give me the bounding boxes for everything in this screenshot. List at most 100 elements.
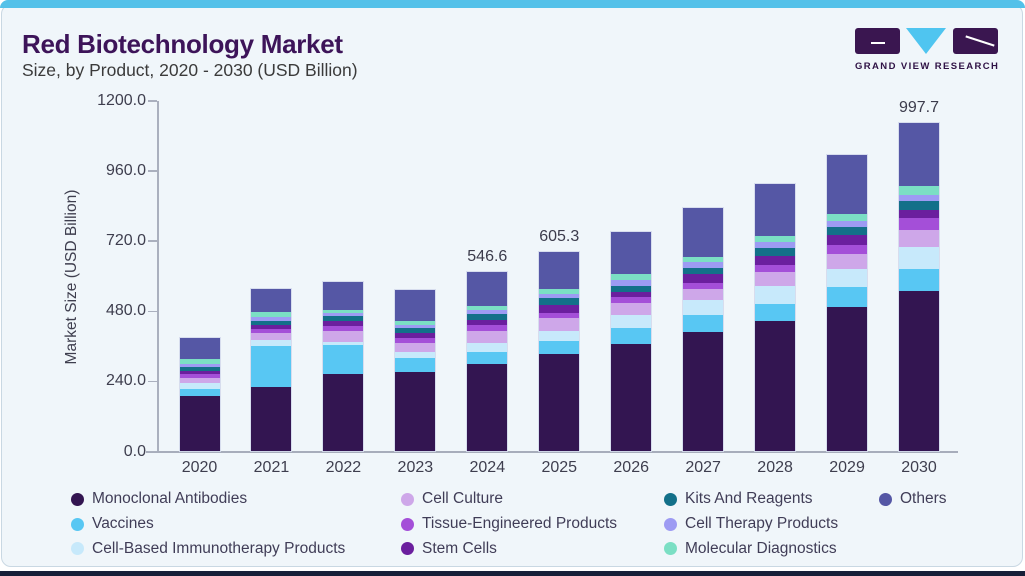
segment-cell-therapy-products-2030 [899, 194, 939, 201]
y-tick-mark-720.0 [148, 240, 157, 242]
bar-2029 [826, 154, 869, 453]
x-axis-label-2023: 2023 [397, 459, 434, 476]
segment-tissue-engineered-products-2024 [467, 325, 508, 331]
segment-cell-based-immunotherapy-products-2021 [251, 339, 292, 346]
x-axis-line [146, 451, 958, 453]
segment-monoclonal-antibodies-2024 [467, 363, 508, 452]
segment-cell-therapy-products-2022 [323, 312, 364, 317]
segment-cell-therapy-products-2025 [539, 293, 580, 298]
segment-molecular-diagnostics-2026 [611, 274, 652, 280]
segment-cell-based-immunotherapy-products-2024 [467, 342, 508, 353]
legend-dot-others [878, 492, 892, 506]
segment-cell-therapy-products-2029 [827, 220, 868, 228]
segment-cell-therapy-products-2028 [755, 241, 796, 249]
segment-monoclonal-antibodies-2029 [827, 306, 868, 452]
segment-others-2021 [251, 289, 292, 313]
segment-cell-based-immunotherapy-products-2030 [899, 246, 939, 269]
segment-others-2028 [755, 183, 796, 236]
segment-others-2027 [683, 207, 724, 257]
segment-cell-based-immunotherapy-products-2020 [179, 383, 220, 389]
legend-label-cell-therapy-products: Cell Therapy Products [685, 515, 839, 532]
y-tick-mark-480.0 [148, 310, 157, 313]
bar-2026 [610, 230, 653, 453]
segment-others-2029 [827, 155, 868, 215]
y-tick-label-0.0: 0.0 [123, 442, 146, 460]
segment-kits-and-reagents-2024 [467, 314, 508, 321]
legend-dot-cell-based-immunotherapy-products [70, 542, 84, 555]
segment-tissue-engineered-products-2026 [611, 296, 652, 303]
bar-2027 [682, 206, 725, 453]
x-axis-label-2025: 2025 [541, 459, 578, 476]
gvr-logo: GRAND VIEW RESEARCH [855, 28, 998, 74]
segment-molecular-diagnostics-2028 [755, 235, 796, 242]
bar-value-label-2025: 605.3 [539, 228, 580, 246]
segment-cell-based-immunotherapy-products-2026 [611, 314, 652, 328]
legend-label-others: Others [900, 490, 947, 507]
segment-monoclonal-antibodies-2025 [539, 354, 580, 452]
y-tick-label-240.0: 240.0 [105, 372, 146, 390]
segment-cell-culture-2022 [323, 331, 364, 342]
bar-2021 [250, 288, 293, 453]
segment-others-2020 [179, 338, 220, 360]
page-title: Red Biotechnology Market [22, 29, 343, 59]
segment-vaccines-2027 [683, 314, 724, 333]
y-tick-mark-1200.0 [148, 100, 157, 102]
legend-label-molecular-diagnostics: Molecular Diagnostics [685, 539, 837, 557]
segment-monoclonal-antibodies-2030 [899, 291, 939, 452]
segment-cell-therapy-products-2023 [395, 324, 436, 329]
logo-v-triangle-icon [906, 28, 946, 54]
segment-kits-and-reagents-2028 [755, 248, 796, 256]
logo-g-block [855, 28, 900, 54]
segment-cell-based-immunotherapy-products-2023 [395, 352, 436, 358]
segment-monoclonal-antibodies-2022 [323, 374, 364, 452]
segment-molecular-diagnostics-2024 [467, 306, 508, 311]
segment-stem-cells-2028 [755, 255, 796, 265]
y-axis-title: Market Size (USD Billion) [63, 189, 80, 365]
logo-g-detail [871, 42, 885, 44]
legend-dot-cell-therapy-products [663, 517, 677, 531]
bar-value-label-2024: 546.6 [467, 247, 508, 265]
segment-vaccines-2030 [899, 268, 939, 292]
segment-others-2025 [539, 252, 580, 290]
segment-vaccines-2022 [323, 345, 364, 375]
bar-2024 [466, 270, 509, 453]
segment-cell-culture-2027 [683, 289, 724, 300]
logo-wordmark: GRAND VIEW RESEARCH [855, 61, 1000, 72]
segment-monoclonal-antibodies-2028 [755, 321, 796, 452]
segment-cell-culture-2028 [755, 271, 796, 286]
segment-tissue-engineered-products-2021 [251, 329, 292, 334]
x-axis-label-2030: 2030 [901, 459, 937, 476]
segment-vaccines-2021 [251, 345, 292, 388]
legend-dot-vaccines [70, 517, 84, 531]
segment-stem-cells-2030 [899, 209, 939, 218]
legend-dot-stem-cells [400, 542, 414, 555]
segment-cell-based-immunotherapy-products-2029 [827, 269, 868, 288]
segment-kits-and-reagents-2026 [611, 285, 652, 292]
page-subtitle: Size, by Product, 2020 - 2030 (USD Billi… [22, 60, 358, 80]
segment-monoclonal-antibodies-2020 [179, 395, 220, 452]
bar-2022 [322, 280, 365, 453]
legend-label-cell-culture: Cell Culture [422, 490, 503, 507]
bar-2030 [898, 122, 940, 453]
y-tick-label-960.0: 960.0 [105, 162, 146, 180]
segment-tissue-engineered-products-2028 [755, 264, 796, 272]
bar-2023 [394, 288, 437, 453]
segment-monoclonal-antibodies-2021 [251, 387, 292, 452]
segment-cell-based-immunotherapy-products-2028 [755, 285, 796, 304]
legend-dot-cell-culture [400, 492, 414, 506]
legend-label-tissue-engineered-products: Tissue-Engineered Products [422, 515, 617, 532]
segment-cell-based-immunotherapy-products-2027 [683, 299, 724, 315]
x-axis-label-2021: 2021 [253, 459, 290, 476]
segment-cell-culture-2026 [611, 302, 652, 315]
legend-label-monoclonal-antibodies: Monoclonal Antibodies [92, 490, 248, 507]
segment-cell-therapy-products-2027 [683, 261, 724, 268]
segment-cell-culture-2020 [179, 378, 220, 384]
segment-cell-therapy-products-2024 [467, 310, 508, 315]
segment-others-2030 [899, 123, 939, 186]
segment-others-2024 [467, 271, 508, 307]
segment-molecular-diagnostics-2022 [323, 309, 364, 313]
segment-tissue-engineered-products-2030 [899, 217, 939, 230]
segment-stem-cells-2029 [827, 235, 868, 246]
segment-molecular-diagnostics-2021 [251, 312, 292, 318]
